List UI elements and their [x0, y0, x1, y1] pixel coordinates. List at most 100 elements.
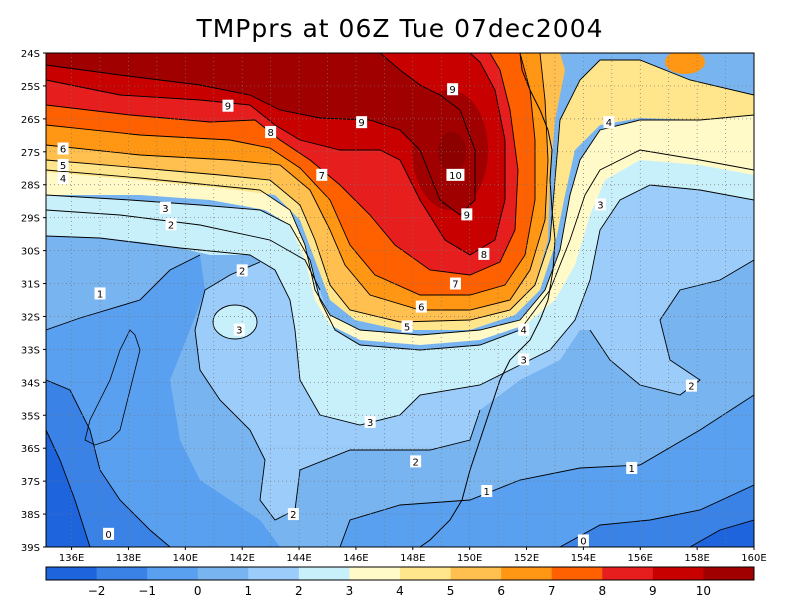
contour-line-neg1	[46, 429, 91, 547]
contour-label-bg	[316, 168, 328, 181]
colorbar-swatch	[197, 567, 249, 580]
band-6-7	[46, 53, 565, 322]
band-3-4	[46, 150, 754, 425]
contour-label-bg	[603, 116, 615, 129]
contour-label-bg	[103, 527, 115, 540]
contour-label: 9	[358, 118, 364, 129]
contour-label-bg	[236, 264, 248, 277]
lat-tick-label: 32S	[21, 312, 40, 323]
lat-tick-label: 29S	[21, 214, 40, 225]
colorbar-swatch	[400, 567, 452, 580]
band-neg2-neg1-southwest	[46, 430, 90, 547]
colorbar-swatch	[248, 567, 300, 580]
colorbar-tick-label: 6	[497, 584, 505, 598]
colorbar-swatch	[450, 567, 502, 580]
contour-label-bg	[364, 415, 376, 428]
contour-label: 8	[481, 250, 487, 261]
contour-label-bg	[449, 277, 461, 290]
lon-tick-label: 158E	[684, 553, 709, 564]
band-4-5	[46, 115, 754, 345]
contour-label: 4	[520, 326, 526, 337]
contour-line-2b	[589, 259, 754, 396]
contour-label-bg	[222, 99, 234, 112]
lat-tick-label: 39S	[21, 543, 40, 554]
contour-label-bg	[577, 534, 589, 547]
lat-tick-label: 26S	[21, 115, 40, 126]
colorbar-tick-label: 2	[295, 584, 303, 598]
contour-label: 7	[452, 280, 458, 291]
contour-label-bg	[57, 142, 69, 155]
lat-tick-label: 36S	[21, 444, 40, 455]
contour-label: 9	[449, 85, 455, 96]
band-ne-patch	[665, 53, 705, 74]
colorbar-tick-label: 5	[447, 584, 455, 598]
lat-tick-label: 34S	[21, 378, 40, 389]
contour-label-bg	[518, 353, 530, 366]
contour-label-bg	[401, 320, 413, 333]
band-8-9	[46, 53, 535, 295]
contour-line-3b	[46, 184, 754, 426]
contour-label: 0	[580, 536, 586, 547]
colorbar-swatch	[703, 567, 755, 580]
lon-tick-label: 144E	[286, 553, 311, 564]
map-title: TMPprs at 06Z Tue 07dec2004	[196, 14, 604, 43]
band-9-10	[46, 53, 518, 275]
contour-line-1	[46, 254, 201, 331]
lat-tick-label: 28S	[21, 181, 40, 192]
contour-line-3-blob	[212, 304, 258, 340]
colorbar-swatch	[46, 567, 98, 580]
contour-label-bg	[446, 168, 465, 181]
lat-tick-label: 38S	[21, 510, 40, 521]
lon-tick-label: 150E	[457, 553, 482, 564]
contour-label-bg	[481, 485, 493, 498]
contour-line-neg1b	[689, 519, 754, 547]
coastline-west	[84, 329, 141, 446]
contour-label-bg	[165, 218, 177, 231]
colorbar-frame	[45, 566, 755, 581]
contour-line-6	[46, 53, 549, 311]
contour-label-bg	[287, 508, 299, 521]
contour-line-1b	[339, 394, 754, 547]
colorbar-swatch	[602, 567, 654, 580]
contour-label-bg	[94, 287, 106, 300]
lon-tick-label: 152E	[514, 553, 539, 564]
contour-label: 2	[412, 457, 418, 468]
plot-frame	[45, 52, 755, 548]
lon-tick-label: 154E	[571, 553, 596, 564]
contour-label: 0	[105, 530, 111, 541]
colorbar-swatch	[349, 567, 401, 580]
contour-label: 10	[449, 171, 462, 182]
contour-label: 3	[597, 200, 603, 211]
band-core-max	[46, 53, 475, 215]
contour-label: 6	[418, 303, 424, 314]
contour-label-bg	[685, 379, 697, 392]
contour-label-bg	[447, 83, 459, 96]
contour-label: 2	[239, 266, 245, 277]
colorbar-tick-label: 3	[346, 584, 354, 598]
lat-tick-label: 37S	[21, 477, 40, 488]
colorbar-tick-label: 1	[244, 584, 252, 598]
contour-line-10	[46, 53, 476, 216]
colorbar-tick-label: 0	[194, 584, 202, 598]
colorbar-tick-label: 10	[696, 584, 711, 598]
contour-label: 7	[319, 171, 325, 182]
colorbar-tick-label: 4	[396, 584, 404, 598]
colorbar: −2 −1 0 1 2 3 4 5 6 7 8 9 10	[45, 566, 755, 598]
contour-label-bg	[478, 247, 490, 260]
contour-line-7	[46, 53, 536, 296]
lon-axis: 136E 138E 140E 142E 144E 146E 148E 150E 152E 154E…	[59, 547, 767, 564]
contour-label-bg	[265, 126, 277, 139]
lon-tick-label: 146E	[343, 553, 368, 564]
contour-label-bg	[233, 323, 245, 336]
contour-label: 2	[290, 510, 296, 521]
contour-label: 9	[464, 210, 470, 221]
contour-line-2	[46, 209, 321, 291]
contour-line-5	[46, 59, 754, 323]
contour-line-8	[46, 53, 519, 276]
band-3-blob	[213, 305, 257, 339]
lat-axis: 24S 25S 26S 27S 28S 29S 30S 31S 32S 33S 34S 35S 36S 3…	[21, 49, 46, 554]
contour-label: 9	[225, 102, 231, 113]
colorbar-tick-label: 7	[548, 584, 556, 598]
band-neg2-neg1-southeast	[690, 520, 754, 547]
